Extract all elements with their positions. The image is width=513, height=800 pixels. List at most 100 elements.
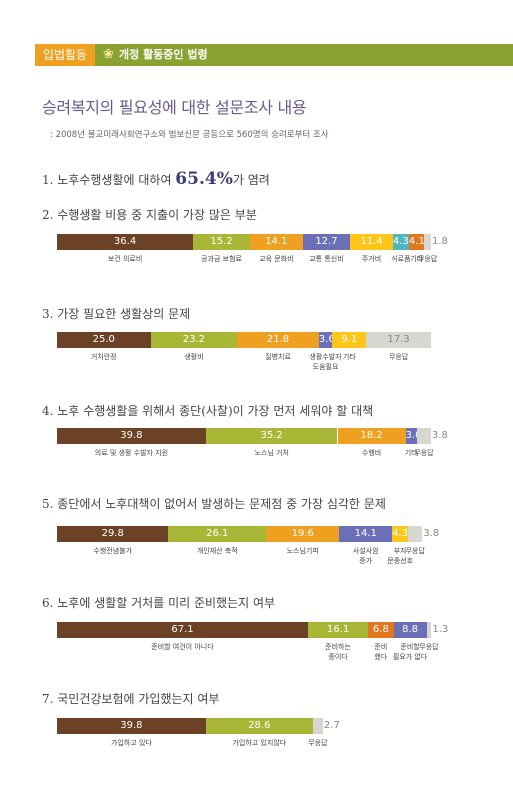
bar-segment [168, 526, 267, 542]
bar-value-label: 29.8 [101, 528, 124, 539]
category-label: 질병치료 [265, 353, 291, 361]
question-3: 3. 가장 필요한 생활상의 문제 [42, 307, 191, 321]
bar-value-label: 28.6 [248, 720, 271, 731]
category-label: 부자 문중선호 [387, 547, 414, 565]
bar-value-label: 3.8 [432, 430, 448, 441]
bar-value-label: 36.4 [113, 236, 137, 247]
bar-value-label: 23.2 [182, 334, 206, 345]
bar-segment [337, 428, 406, 444]
bar-value-label: 14.1 [354, 528, 377, 539]
category-label: 사설사암 증가 [352, 547, 379, 565]
bar-value-label: 15.2 [210, 236, 233, 247]
q1-value: 65.4% [175, 169, 233, 189]
bar-value-label: 18.2 [360, 430, 383, 441]
bar-segment [426, 622, 432, 638]
bar-segment [392, 234, 409, 250]
stacked-bar-4: 39.8 35.2 18.2 3.0 3.8 [57, 428, 448, 444]
bar-segment [424, 234, 431, 250]
bar-value-label: 16.1 [326, 624, 350, 635]
bar-segment [393, 622, 427, 638]
category-label: 기타 [410, 255, 424, 263]
category-label: 식료품 [391, 255, 411, 263]
question-5: 5. 종단에서 노후대책이 없어서 발생하는 문제점 중 가장 심각한 문제 [42, 497, 386, 511]
bar-segment [318, 332, 333, 348]
bar-value-label: 1.8 [432, 236, 448, 247]
category-label: 기타 [404, 449, 418, 457]
bar-segment [57, 332, 151, 348]
bar-segment [408, 234, 425, 250]
bar-value-label: 39.8 [120, 430, 143, 441]
category-label: 생활비 [184, 353, 204, 361]
bar-value-label: 8.8 [402, 624, 418, 635]
bar-segment [205, 718, 313, 734]
bar-segment [405, 428, 417, 444]
category-label: 가입하고 있지않다 [232, 739, 287, 747]
bar-segment [150, 332, 238, 348]
bar-segment [205, 428, 338, 444]
question-6: 6. 노후에 생활할 거처를 미리 준비했는지 여부 [42, 596, 276, 610]
bar-segment [350, 234, 393, 250]
question-1: 1. 노후수행생활에 대하여 65.4%가 염려 [42, 169, 270, 189]
category-label: 준비할 여건이 아니다 [151, 643, 214, 651]
category-label: 개인재산 축적 [196, 547, 238, 555]
category-label: 거처안정 [90, 353, 117, 361]
bar-segment [416, 428, 431, 444]
stacked-bar-5: 29.8 26.1 19.6 14.1 4.3 3.8 [57, 526, 439, 542]
category-label: 무응답 [417, 255, 438, 263]
category-label: 준비하는 중이다 [325, 643, 351, 661]
category-label: 의료 및 생활 수발자 지원 [94, 449, 169, 457]
bar-segment [366, 332, 431, 348]
category-label: 준비 했다 [374, 643, 388, 661]
bar-segment [193, 234, 250, 250]
section-tag: 입법활동 [35, 44, 95, 66]
bar-segment [312, 718, 323, 734]
category-label: 무응답 [405, 547, 425, 555]
stacked-bar-7: 39.8 28.6 2.7 [57, 718, 431, 734]
category-label: 가입하고 있다 [110, 739, 152, 747]
bar-value-label: 11.4 [360, 236, 383, 247]
bar-segment [57, 234, 194, 250]
category-label: 무응답 [419, 643, 439, 651]
bar-segment [392, 526, 409, 542]
bar-segment [307, 622, 369, 638]
header-bar: 입법활동 ❀ 개정 활동중인 법령 [35, 44, 513, 66]
bar-segment [408, 526, 423, 542]
bar-value-label: 26.1 [206, 528, 229, 539]
category-label: 무응답 [308, 739, 328, 747]
stacked-bar-3: 25.0 23.2 21.8 3.6 9.1 17.3 [57, 332, 431, 348]
bar-value-label: 17.3 [387, 334, 410, 345]
bar-value-label: 25.0 [92, 334, 115, 345]
category-label: 교통 통신비 [309, 255, 344, 263]
bar-value-label: 19.6 [291, 528, 314, 539]
bar-value-label: 3.8 [423, 528, 440, 539]
bar-value-label: 6.8 [372, 624, 389, 635]
category-label: 수행비 [361, 449, 382, 457]
question-2: 2. 수행생활 비용 중 지출이 가장 많은 부분 [42, 208, 257, 222]
bar-segment [302, 234, 351, 250]
page-title: 승려복지의 필요성에 대한 설문조사 내용 [42, 98, 307, 117]
category-label: 무응답 [388, 353, 409, 361]
stacked-bar-6: 67.1 16.1 6.8 8.8 1.3 [57, 622, 448, 638]
question-4: 4. 노후 수행생활을 위해서 종단(사찰)이 가장 먼저 세워야 할 대책 [42, 404, 374, 418]
bar-value-label: 12.7 [315, 236, 338, 247]
bar-segment [57, 718, 206, 734]
bar-value-label: 3.0 [405, 430, 422, 441]
category-label: 주거비 [361, 255, 382, 263]
bar-segment [368, 622, 394, 638]
bar-value-label: 21.8 [266, 334, 290, 345]
q1-prefix: 1. 노후수행생활에 대하여 [42, 173, 176, 187]
bar-value-label: 39.8 [120, 720, 143, 731]
bar-value-label: 4.1 [408, 236, 425, 247]
bar-value-label: 14.1 [265, 236, 288, 247]
bar-value-label: 35.2 [260, 430, 283, 441]
category-label: 노스님기피 [286, 547, 319, 555]
bar-value-label: 4.3 [392, 236, 409, 247]
category-label: 생활수발자 도움필요 [309, 353, 342, 371]
bar-value-label: 3.6 [318, 334, 335, 345]
stacked-bar-2: 36.4 15.2 14.1 12.7 11.4 4.3 4.1 1.8 [57, 234, 448, 250]
category-label: 보건 의료비 [107, 255, 143, 263]
category-label: 교육 문화비 [259, 255, 294, 263]
category-label: 무응답 [414, 449, 434, 457]
category-label: 준비할 필요가 없다 [392, 643, 428, 661]
category-label: 수행전념불가 [93, 547, 133, 555]
